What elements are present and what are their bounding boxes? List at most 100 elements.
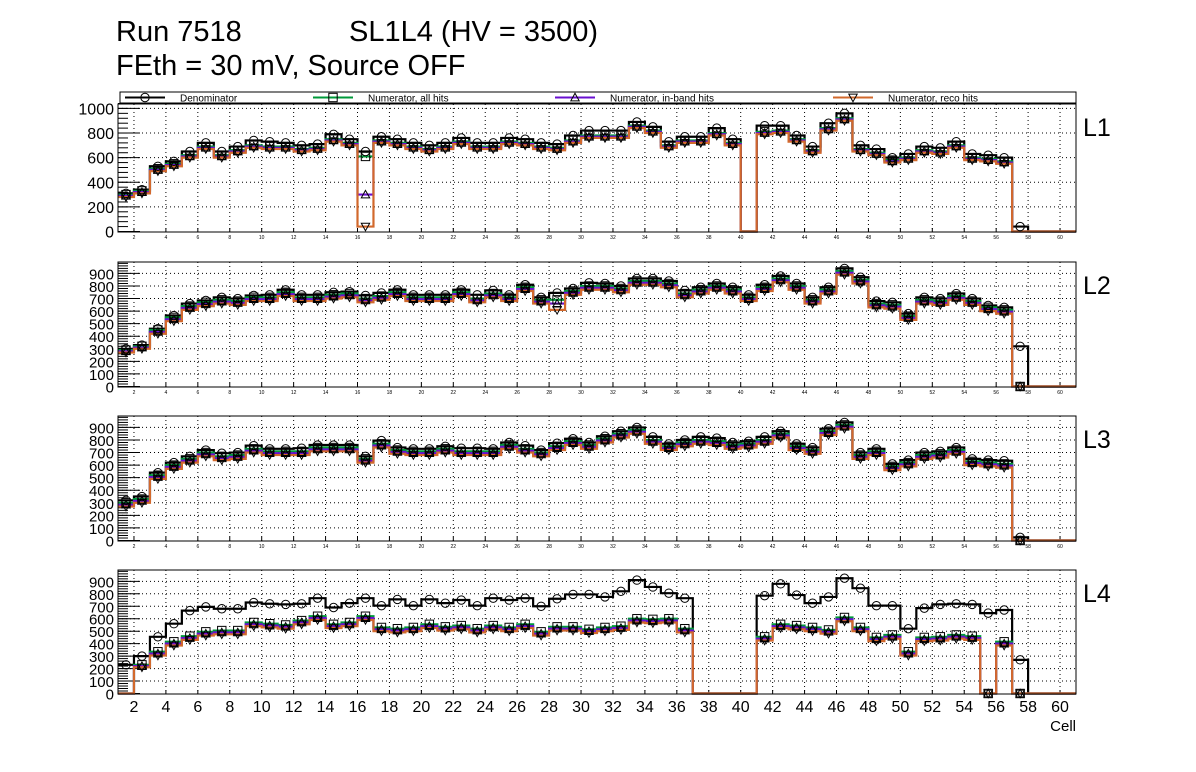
data-point-triangle-down-marker <box>663 283 674 293</box>
x-tick-label: 8 <box>228 390 231 396</box>
legend-marker-triangle-up-icon <box>569 92 581 102</box>
x-tick-label: 56 <box>993 235 999 241</box>
data-point-circle-marker <box>360 146 371 157</box>
data-point-triangle-down-marker <box>264 623 275 633</box>
y-tick-label: 800 <box>87 126 114 143</box>
data-point-circle-marker <box>967 599 977 610</box>
data-point-circle-marker <box>552 288 562 298</box>
data-point-triangle-down-marker <box>120 348 132 358</box>
data-point-triangle-down-marker <box>184 458 195 468</box>
data-point-triangle-down-marker <box>695 439 706 449</box>
x-tick-label: 60 <box>1051 699 1069 716</box>
data-point-triangle-up-marker <box>232 451 243 461</box>
data-point-triangle-up-marker <box>583 625 595 636</box>
data-point-triangle-down-marker <box>520 448 531 458</box>
x-tick-label: 18 <box>387 235 393 241</box>
markers-num_reco <box>120 116 1010 232</box>
data-point-triangle-up-marker <box>695 286 706 296</box>
y-tick-label: 200 <box>87 200 114 217</box>
data-point-triangle-down-marker <box>456 625 467 635</box>
data-point-triangle-up-marker <box>136 660 147 670</box>
data-point-triangle-down-marker <box>839 270 850 280</box>
x-tick-label: 4 <box>161 699 170 716</box>
x-tick-label: 50 <box>898 544 904 550</box>
x-tick-label: 18 <box>381 699 399 716</box>
data-point-triangle-down-marker <box>376 443 387 453</box>
x-tick-label: 56 <box>993 544 999 550</box>
x-tick-label: 26 <box>514 544 520 550</box>
legend-label: Numerator, all hits <box>368 94 449 105</box>
x-tick-label: 4 <box>165 390 168 396</box>
data-point-triangle-up-marker <box>216 627 227 637</box>
x-tick-label: 10 <box>259 390 265 396</box>
series-num_reco <box>118 427 1076 542</box>
x-tick-label: 30 <box>572 699 590 716</box>
data-point-triangle-up-marker <box>967 458 978 468</box>
data-point-triangle-down-marker <box>296 620 307 630</box>
data-point-triangle-down-marker <box>791 285 802 295</box>
data-point-triangle-up-marker <box>839 114 850 124</box>
data-point-triangle-down-marker <box>823 629 834 639</box>
data-point-triangle-down-marker <box>999 309 1010 319</box>
data-point-circle-marker <box>424 594 435 605</box>
data-point-triangle-down-marker <box>312 616 323 626</box>
data-point-triangle-up-marker <box>408 624 419 634</box>
data-point-triangle-down-marker <box>647 619 658 629</box>
data-point-triangle-up-marker <box>919 451 930 461</box>
series-line-denominator <box>118 577 1076 695</box>
data-point-triangle-up-marker <box>504 624 515 634</box>
data-point-triangle-up-marker <box>232 297 243 307</box>
data-point-triangle-down-marker <box>967 636 978 646</box>
data-point-triangle-up-marker <box>344 619 355 629</box>
data-point-triangle-up-marker <box>807 446 818 456</box>
data-point-triangle-up-marker <box>855 451 866 461</box>
data-point-triangle-down-marker <box>951 295 962 306</box>
x-tick-label: 32 <box>610 544 616 550</box>
data-point-triangle-down-marker <box>168 641 179 651</box>
data-point-triangle-down-marker <box>296 147 307 157</box>
data-point-circle-marker <box>775 579 786 589</box>
data-point-triangle-up-marker <box>152 648 163 658</box>
y-tick-label: 900 <box>89 266 114 283</box>
x-tick-label: 40 <box>738 235 744 241</box>
data-point-circle-marker <box>344 598 355 608</box>
x-tick-label: 20 <box>412 699 430 716</box>
x-tick-label: 24 <box>482 544 488 550</box>
data-point-triangle-up-marker <box>679 290 690 300</box>
y-tick-label: 400 <box>87 175 114 192</box>
data-point-triangle-up-marker <box>855 624 866 634</box>
x-tick-label: 60 <box>1057 390 1063 396</box>
x-tick-label: 30 <box>578 235 584 241</box>
data-point-triangle-down-marker <box>919 637 930 647</box>
data-point-triangle-up-marker <box>568 437 579 447</box>
x-tick-label: 46 <box>834 235 840 241</box>
data-point-triangle-down-marker <box>807 148 818 158</box>
data-point-triangle-down-marker <box>823 289 834 299</box>
data-point-triangle-down-marker <box>280 145 291 155</box>
data-point-triangle-down-marker <box>903 156 914 166</box>
data-point-triangle-down-marker <box>152 475 163 485</box>
x-tick-label: 6 <box>196 544 199 550</box>
data-point-triangle-up-marker <box>248 445 259 455</box>
data-point-triangle-down-marker <box>552 146 563 156</box>
data-point-triangle-up-marker <box>360 189 371 199</box>
data-point-circle-marker <box>488 593 498 603</box>
data-point-triangle-down-marker <box>935 453 946 463</box>
data-point-triangle-down-marker <box>711 441 722 451</box>
data-point-triangle-down-marker <box>839 116 850 126</box>
data-point-triangle-down-marker <box>216 153 227 163</box>
data-point-triangle-up-marker <box>360 295 371 305</box>
data-point-triangle-up-marker <box>568 136 579 146</box>
x-tick-label: 26 <box>514 390 520 396</box>
data-point-circle-marker <box>121 660 131 670</box>
data-point-circle-marker <box>632 575 642 585</box>
data-point-triangle-down-marker <box>504 627 515 637</box>
data-point-triangle-down-marker <box>280 292 291 302</box>
data-point-triangle-up-marker <box>871 148 882 158</box>
data-point-triangle-up-marker <box>536 449 547 459</box>
data-point-triangle-down-marker <box>583 134 595 144</box>
data-point-triangle-down-marker <box>855 454 866 465</box>
markers-num_inband <box>120 421 1026 545</box>
data-point-triangle-up-marker <box>663 280 674 290</box>
data-point-triangle-up-marker <box>504 137 515 147</box>
